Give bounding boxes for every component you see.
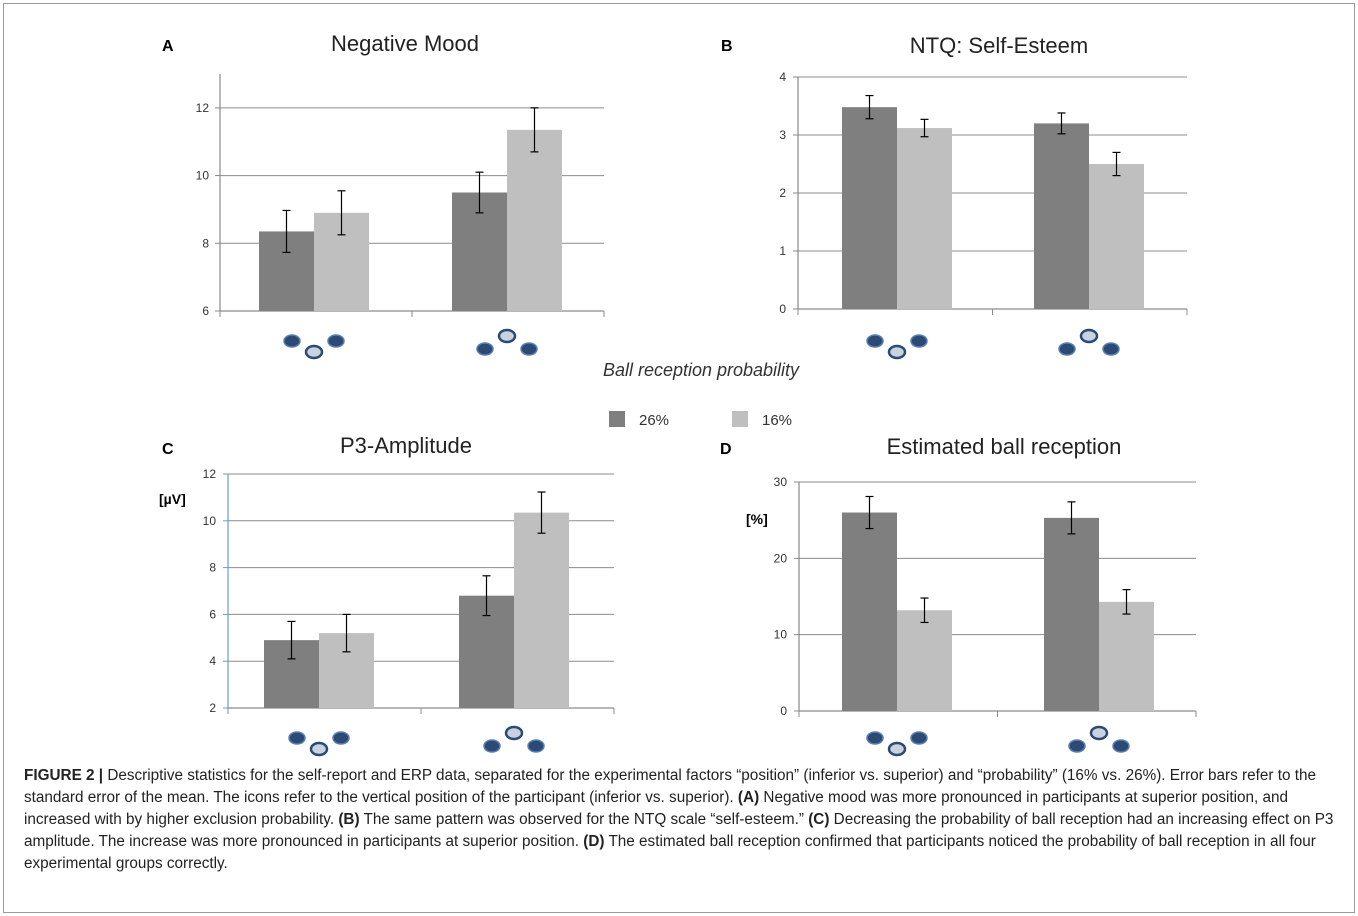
y-tick-label: 6 [202, 304, 209, 318]
y-tick-label: 2 [779, 186, 786, 200]
y-axis-unit: [%] [746, 511, 768, 527]
ball-icon [483, 739, 501, 753]
figure-frame: A Negative Mood 6 8 10 12 B NTQ: Self-Esteem 0 1 2… [3, 3, 1355, 913]
y-tick-label: 1 [779, 244, 786, 258]
legend-swatch [609, 411, 625, 427]
legend-label: 16% [762, 412, 792, 429]
caption-text: Descriptive statistics for the self-repo… [24, 767, 1317, 806]
caption-text: Negative mood was more pronounced in par… [24, 789, 1289, 828]
y-tick-label: 0 [780, 704, 787, 718]
bar-superior-26pct [1034, 123, 1089, 310]
ball-icon [283, 334, 301, 348]
y-tick-label: 0 [779, 302, 786, 316]
chart-title: Estimated ball reception [887, 434, 1122, 459]
ball-icon [1058, 342, 1076, 356]
panel-letter: A [162, 38, 174, 55]
panel-a: A Negative Mood 6 8 10 12 [162, 31, 605, 360]
y-tick-label: 3 [779, 128, 786, 142]
bar-superior-26pct [1044, 517, 1099, 711]
bar-inferior-16pct [897, 128, 952, 309]
chart-title: P3-Amplitude [340, 433, 472, 458]
legend: 26% 16% [609, 411, 792, 429]
panel-letter: B [721, 38, 733, 55]
y-tick-label: 30 [774, 475, 788, 489]
panel-letter: C [162, 441, 174, 458]
y-axis-unit: [µV] [159, 491, 186, 507]
panel-d: D Estimated ball reception [%] 0 10 20 30 [720, 434, 1197, 757]
inferior-position-icon [283, 334, 345, 360]
inferior-position-icon [288, 731, 350, 757]
ball-icon [866, 334, 884, 348]
legend-swatch [732, 411, 748, 427]
panel-letter: D [720, 441, 732, 458]
y-tick-label: 2 [209, 701, 216, 715]
ball-icon [1079, 328, 1099, 344]
caption-label: FIGURE 2 | [24, 767, 104, 784]
ball-icon [527, 739, 545, 753]
ball-icon [520, 342, 538, 356]
inferior-position-icon [866, 731, 928, 757]
y-tick-label: 12 [203, 467, 217, 481]
ball-icon [332, 731, 350, 745]
panel-c: C P3-Amplitude [µV] 2 4 6 8 10 12 [159, 433, 615, 757]
ball-icon [1089, 725, 1109, 741]
chart-title: NTQ: Self-Esteem [910, 33, 1088, 58]
y-tick-label: 10 [196, 169, 210, 183]
caption-panel-ref: (A) [737, 789, 760, 806]
panel-b: B NTQ: Self-Esteem 0 1 2 3 4 [721, 33, 1188, 360]
y-tick-label: 10 [203, 514, 217, 528]
y-tick-label: 12 [196, 101, 210, 115]
ball-icon [497, 328, 517, 344]
caption-text: Decreasing the probability of ball recep… [24, 811, 1334, 850]
caption-text: The same pattern was observed for the NT… [359, 811, 809, 828]
caption-body: Descriptive statistics for the self-repo… [24, 767, 1333, 872]
ball-icon [304, 344, 324, 360]
ball-icon [910, 334, 928, 348]
caption-text: The estimated ball reception confirmed t… [24, 833, 1316, 872]
y-tick-label: 8 [209, 561, 216, 575]
ball-icon [476, 342, 494, 356]
bar-superior-16pct [507, 129, 562, 311]
bar-inferior-26pct [842, 512, 897, 711]
ball-icon [1102, 342, 1120, 356]
ball-icon [910, 731, 928, 745]
caption-panel-ref: (D) [583, 833, 605, 850]
bar-inferior-16pct [897, 610, 952, 711]
y-tick-label: 4 [779, 70, 786, 84]
ball-icon [309, 741, 329, 757]
bar-superior-16pct [1089, 164, 1144, 309]
caption-panel-ref: (B) [338, 811, 360, 828]
y-tick-label: 6 [209, 607, 216, 621]
ball-icon [887, 741, 907, 757]
bar-inferior-26pct [842, 107, 897, 309]
legend-label: 26% [639, 412, 669, 429]
ball-icon [327, 334, 345, 348]
ball-icon [1068, 739, 1086, 753]
bar-superior-16pct [514, 512, 569, 708]
inferior-position-icon [866, 334, 928, 360]
figure-caption: FIGURE 2 | Descriptive statistics for th… [24, 765, 1336, 875]
y-tick-label: 4 [209, 654, 216, 668]
chart-title: Negative Mood [331, 31, 479, 56]
superior-position-icon [483, 725, 545, 753]
superior-position-icon [1068, 725, 1130, 753]
superior-position-icon [1058, 328, 1120, 356]
y-tick-label: 10 [774, 628, 788, 642]
y-tick-label: 20 [774, 551, 788, 565]
ball-icon [1112, 739, 1130, 753]
ball-icon [887, 344, 907, 360]
bar-superior-16pct [1099, 601, 1154, 711]
superior-position-icon [476, 328, 538, 356]
y-tick-label: 8 [202, 236, 209, 250]
ball-icon [504, 725, 524, 741]
ball-icon [866, 731, 884, 745]
shared-x-axis-label: Ball reception probability [603, 360, 800, 380]
caption-panel-ref: (C) [808, 811, 830, 828]
ball-icon [288, 731, 306, 745]
